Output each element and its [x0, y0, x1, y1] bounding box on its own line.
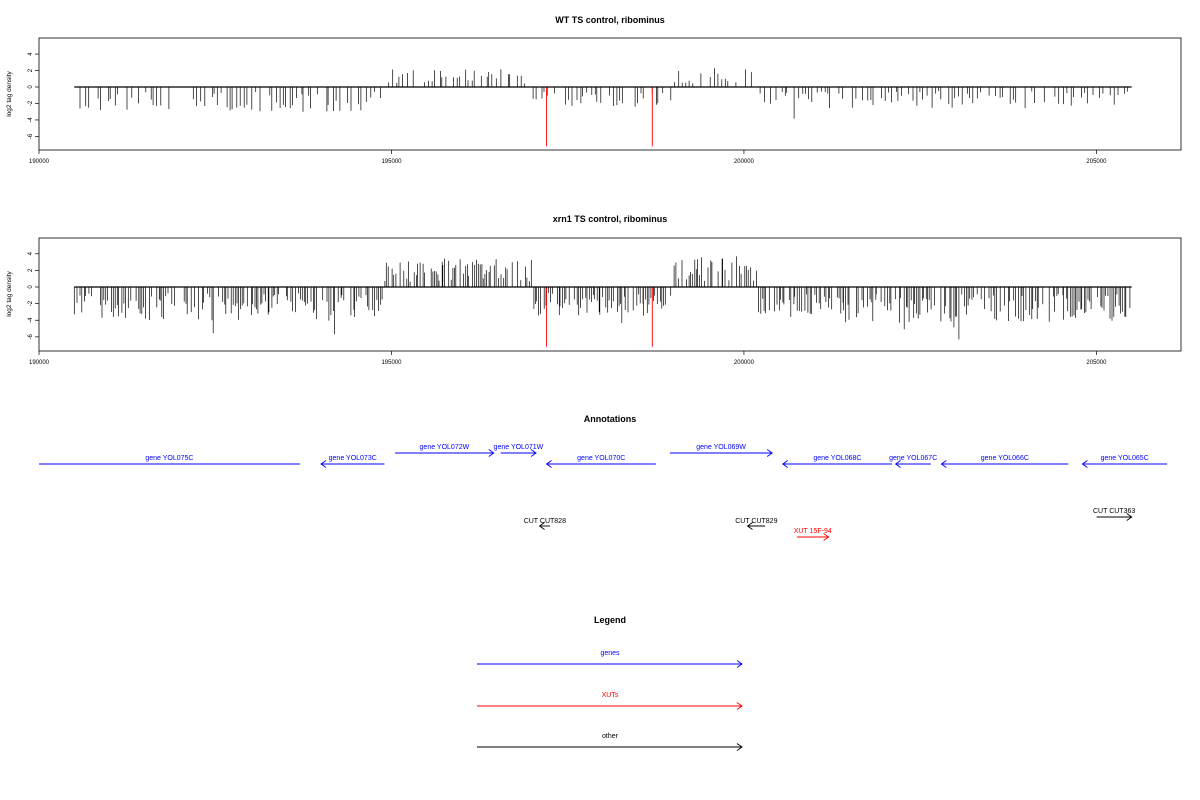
- annotation-label: gene YOL071W: [494, 444, 544, 451]
- annotation-arrowhead: [823, 533, 830, 541]
- annotation-arrowhead: [320, 460, 327, 468]
- annotation-features: gene YOL075C gene YOL073C gene YOL072W gene…: [39, 444, 1167, 541]
- legend-arrowhead: [736, 660, 743, 668]
- y-tick-label: -2: [28, 300, 34, 306]
- legend: Legend genes XUTs other: [477, 615, 743, 751]
- wt-panel-title: WT TS control, ribominus: [555, 15, 665, 25]
- legend-label: other: [602, 733, 619, 740]
- y-tick-label: -2: [28, 100, 34, 106]
- wt-y-axis-label: log2 tag density: [6, 70, 13, 116]
- annotation-arrowhead: [488, 449, 495, 457]
- xrn1-density-panel: xrn1 TS control, ribominus log2 tag dens…: [6, 214, 1182, 366]
- annotation-label: gene YOL069W: [696, 444, 746, 451]
- annotations-title: Annotations: [584, 414, 637, 424]
- xrn1-axes: 4 2 0 -2 -4 -6 190000 195000 200000 205000: [28, 251, 1132, 366]
- annotation-arrowhead: [545, 460, 552, 468]
- wt-bars: [79, 68, 1128, 147]
- xrn1-y-axis-label: log2 tag density: [6, 270, 13, 316]
- y-tick-label: 2: [28, 268, 34, 272]
- x-tick-label: 190000: [29, 159, 50, 165]
- y-tick-label: -4: [28, 117, 34, 123]
- y-tick-label: -6: [28, 334, 34, 340]
- xrn1-panel-title: xrn1 TS control, ribominus: [553, 214, 668, 224]
- annotation-arrowhead: [781, 460, 789, 468]
- legend-items: genes XUTs other: [477, 650, 743, 751]
- legend-arrowhead: [736, 743, 743, 751]
- annotation-label: CUT CUT829: [735, 518, 777, 525]
- annotation-arrowhead: [530, 449, 537, 457]
- annotation-label: gene YOL072W: [420, 444, 470, 451]
- annotation-label: CUT CUT828: [524, 518, 566, 525]
- y-tick-label: -6: [28, 133, 34, 139]
- annotation-label: gene YOL068C: [813, 455, 861, 462]
- y-tick-label: 4: [28, 251, 34, 255]
- annotation-arrowhead: [1081, 460, 1088, 468]
- annotation-label: gene YOL075C: [145, 455, 193, 462]
- legend-label: genes: [600, 650, 620, 657]
- x-tick-label: 195000: [381, 159, 402, 165]
- y-tick-label: -4: [28, 317, 34, 323]
- wt-density-panel: WT TS control, ribominus log2 tag densit…: [6, 15, 1182, 165]
- annotation-arrowhead: [1126, 513, 1133, 521]
- legend-title: Legend: [594, 615, 626, 625]
- wt-plot-frame: [38, 37, 1182, 151]
- annotation-arrowhead: [766, 449, 773, 457]
- xrn1-plot-frame: [38, 237, 1182, 352]
- y-tick-label: 0: [28, 285, 34, 289]
- annotation-label: gene YOL065C: [1101, 455, 1149, 462]
- y-tick-label: 2: [28, 68, 34, 72]
- x-tick-label: 200000: [734, 159, 755, 165]
- wt-axes: 4 2 0 -2 -4 -6 190000 195000 200000 205000: [28, 52, 1132, 165]
- annotation-arrowhead: [538, 522, 545, 530]
- x-tick-label: 205000: [1086, 360, 1107, 366]
- annotation-arrowhead: [746, 522, 753, 530]
- x-tick-label: 205000: [1086, 159, 1107, 165]
- legend-arrowhead: [736, 702, 743, 710]
- annotation-label: XUT 15F-94: [794, 528, 832, 535]
- annotation-label: gene YOL070C: [577, 455, 625, 462]
- annotation-label: CUT CUT363: [1093, 508, 1135, 515]
- annotations-track: Annotations gene YOL075C gene YOL073Cgene…: [39, 414, 1167, 541]
- y-tick-label: 0: [28, 85, 34, 89]
- x-tick-label: 200000: [734, 360, 755, 366]
- x-tick-label: 195000: [381, 360, 402, 366]
- annotation-label: gene YOL066C: [981, 455, 1029, 462]
- y-tick-label: 4: [28, 52, 34, 56]
- annotation-label: gene YOL073C: [329, 455, 377, 462]
- annotation-arrowhead: [894, 460, 901, 468]
- annotation-arrowhead: [940, 460, 947, 468]
- annotation-label: gene YOL067C: [889, 455, 937, 462]
- legend-label: XUTs: [602, 692, 619, 699]
- x-tick-label: 190000: [29, 360, 50, 366]
- xrn1-bars: [73, 256, 1131, 347]
